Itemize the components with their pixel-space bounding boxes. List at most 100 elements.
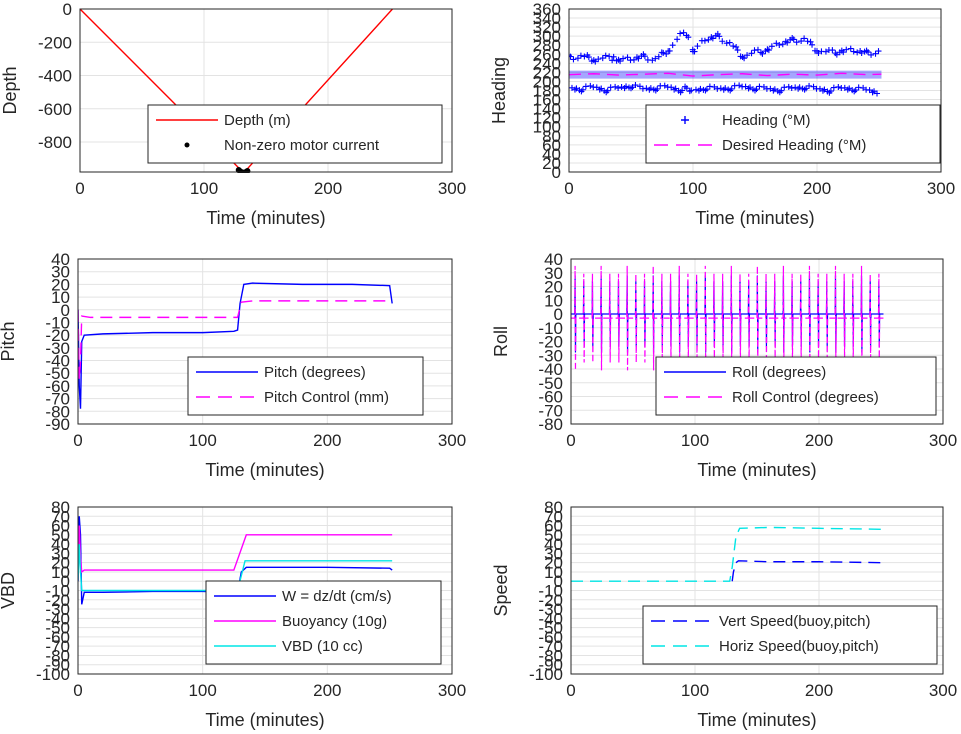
- y-tick-label: 0: [554, 572, 563, 591]
- heading-marker: [728, 85, 735, 92]
- x-tick-label: 100: [679, 179, 707, 198]
- heading-marker: [617, 58, 624, 65]
- heading-marker: [736, 82, 743, 89]
- y-tick-label: -100: [36, 665, 70, 684]
- heading-marker: [577, 52, 584, 59]
- heading-marker: [587, 82, 594, 89]
- legend-label: Desired Heading (°M): [722, 137, 866, 154]
- x-tick-label: 300: [438, 681, 466, 700]
- heading-marker: [680, 29, 687, 36]
- heading-marker: [796, 84, 803, 91]
- heading-marker: [858, 50, 865, 57]
- heading-marker: [647, 85, 654, 92]
- y-tick-label: 120: [533, 109, 561, 128]
- heading-marker: [624, 54, 631, 61]
- y-tick-label: -80: [538, 646, 563, 665]
- x-tick-label: 100: [188, 431, 216, 450]
- y-tick-label: -90: [45, 656, 70, 675]
- heading-marker: [570, 56, 577, 63]
- y-axis-label: Heading: [489, 57, 509, 124]
- axes-box: [77, 506, 453, 675]
- heading-marker: [604, 87, 611, 94]
- heading-marker: [793, 39, 800, 46]
- heading-marker: [790, 36, 797, 43]
- y-tick-label: 100: [533, 118, 561, 137]
- axes-box: [570, 258, 944, 425]
- legend-box: [642, 605, 938, 665]
- heading-marker: [730, 43, 737, 50]
- y-tick-label: -200: [38, 33, 72, 52]
- heading-marker: [835, 83, 842, 90]
- heading-marker: [694, 43, 701, 50]
- x-tick-label: 0: [75, 179, 84, 198]
- heading-marker: [661, 82, 668, 89]
- heading-marker: [722, 85, 729, 92]
- heading-marker: [655, 53, 662, 60]
- heading-marker: [843, 46, 850, 53]
- heading-marker: [652, 55, 659, 62]
- legend-label: Pitch Control (mm): [264, 389, 389, 406]
- y-tick-label: 10: [544, 291, 563, 310]
- y-tick-label: -40: [538, 360, 563, 379]
- chart-panel-2: 0 100 200 300020406080100120140160180200220…: [489, 0, 955, 228]
- axes-box: [79, 8, 453, 173]
- heading-marker: [788, 85, 795, 92]
- heading-marker: [610, 53, 617, 60]
- y-tick-label: 20: [51, 554, 70, 573]
- x-tick-label: 200: [314, 179, 342, 198]
- chart-panel-4: 0 100 200 300403020100-10-20-30-40-50-60-70…: [491, 250, 957, 480]
- series-1: [571, 275, 884, 353]
- y-tick-label: 70: [51, 507, 70, 526]
- y-tick-label: -30: [538, 346, 563, 365]
- y-tick-label: -20: [538, 591, 563, 610]
- chart-panel-5: 0 100 200 30080706050403020100-10-20-30-40-…: [0, 498, 466, 730]
- y-tick-label: 20: [544, 554, 563, 573]
- heading-marker: [654, 85, 661, 92]
- heading-marker: [620, 55, 627, 62]
- x-axis-label: Time (minutes): [697, 460, 816, 480]
- heading-marker: [734, 47, 741, 54]
- series-1: [731, 560, 882, 582]
- legend-label: Horiz Speed(buoy,pitch): [719, 638, 879, 655]
- heading-marker: [705, 36, 712, 43]
- y-tick-label: 40: [544, 535, 563, 554]
- axes-box: [570, 506, 944, 675]
- heading-marker: [829, 47, 836, 54]
- heading-marker: [660, 49, 667, 56]
- heading-marker: [875, 48, 882, 55]
- heading-marker: [778, 87, 785, 94]
- legend: Roll (degrees) Roll Control (degrees): [655, 356, 937, 416]
- heading-marker: [585, 54, 592, 61]
- y-tick-label: -80: [45, 402, 70, 421]
- legend: Depth (m) Non-zero motor current: [147, 104, 443, 164]
- heading-marker: [874, 90, 881, 97]
- y-tick-label: 20: [542, 154, 561, 173]
- y-tick-label: 0: [61, 572, 70, 591]
- legend-label: Heading (°M): [722, 112, 811, 129]
- y-tick-label: 50: [544, 526, 563, 545]
- x-axis-label: Time (minutes): [697, 710, 816, 730]
- heading-marker: [569, 53, 574, 60]
- series-2: [571, 265, 884, 371]
- y-tick-label: -70: [538, 637, 563, 656]
- x-tick-label: 300: [438, 431, 466, 450]
- y-tick-label: 60: [51, 517, 70, 536]
- x-tick-label: 0: [73, 681, 82, 700]
- heading-marker: [776, 41, 783, 48]
- heading-marker: [847, 45, 854, 52]
- y-tick-label: 60: [544, 517, 563, 536]
- y-tick-label: -50: [538, 374, 563, 393]
- heading-marker: [830, 84, 837, 91]
- series-3: [78, 544, 393, 592]
- y-tick-label: 80: [51, 498, 70, 517]
- heading-marker: [719, 38, 726, 45]
- y-tick-label: 140: [533, 100, 561, 119]
- legend: Heading (°M) Desired Heading (°M): [645, 104, 941, 164]
- y-tick-label: 160: [533, 91, 561, 110]
- heading-marker: [691, 48, 698, 55]
- y-tick-label: -50: [45, 364, 70, 383]
- series-1: [569, 29, 882, 97]
- x-tick-label: 300: [438, 179, 466, 198]
- data-layer: [78, 282, 393, 409]
- y-axis-label: Pitch: [0, 321, 18, 361]
